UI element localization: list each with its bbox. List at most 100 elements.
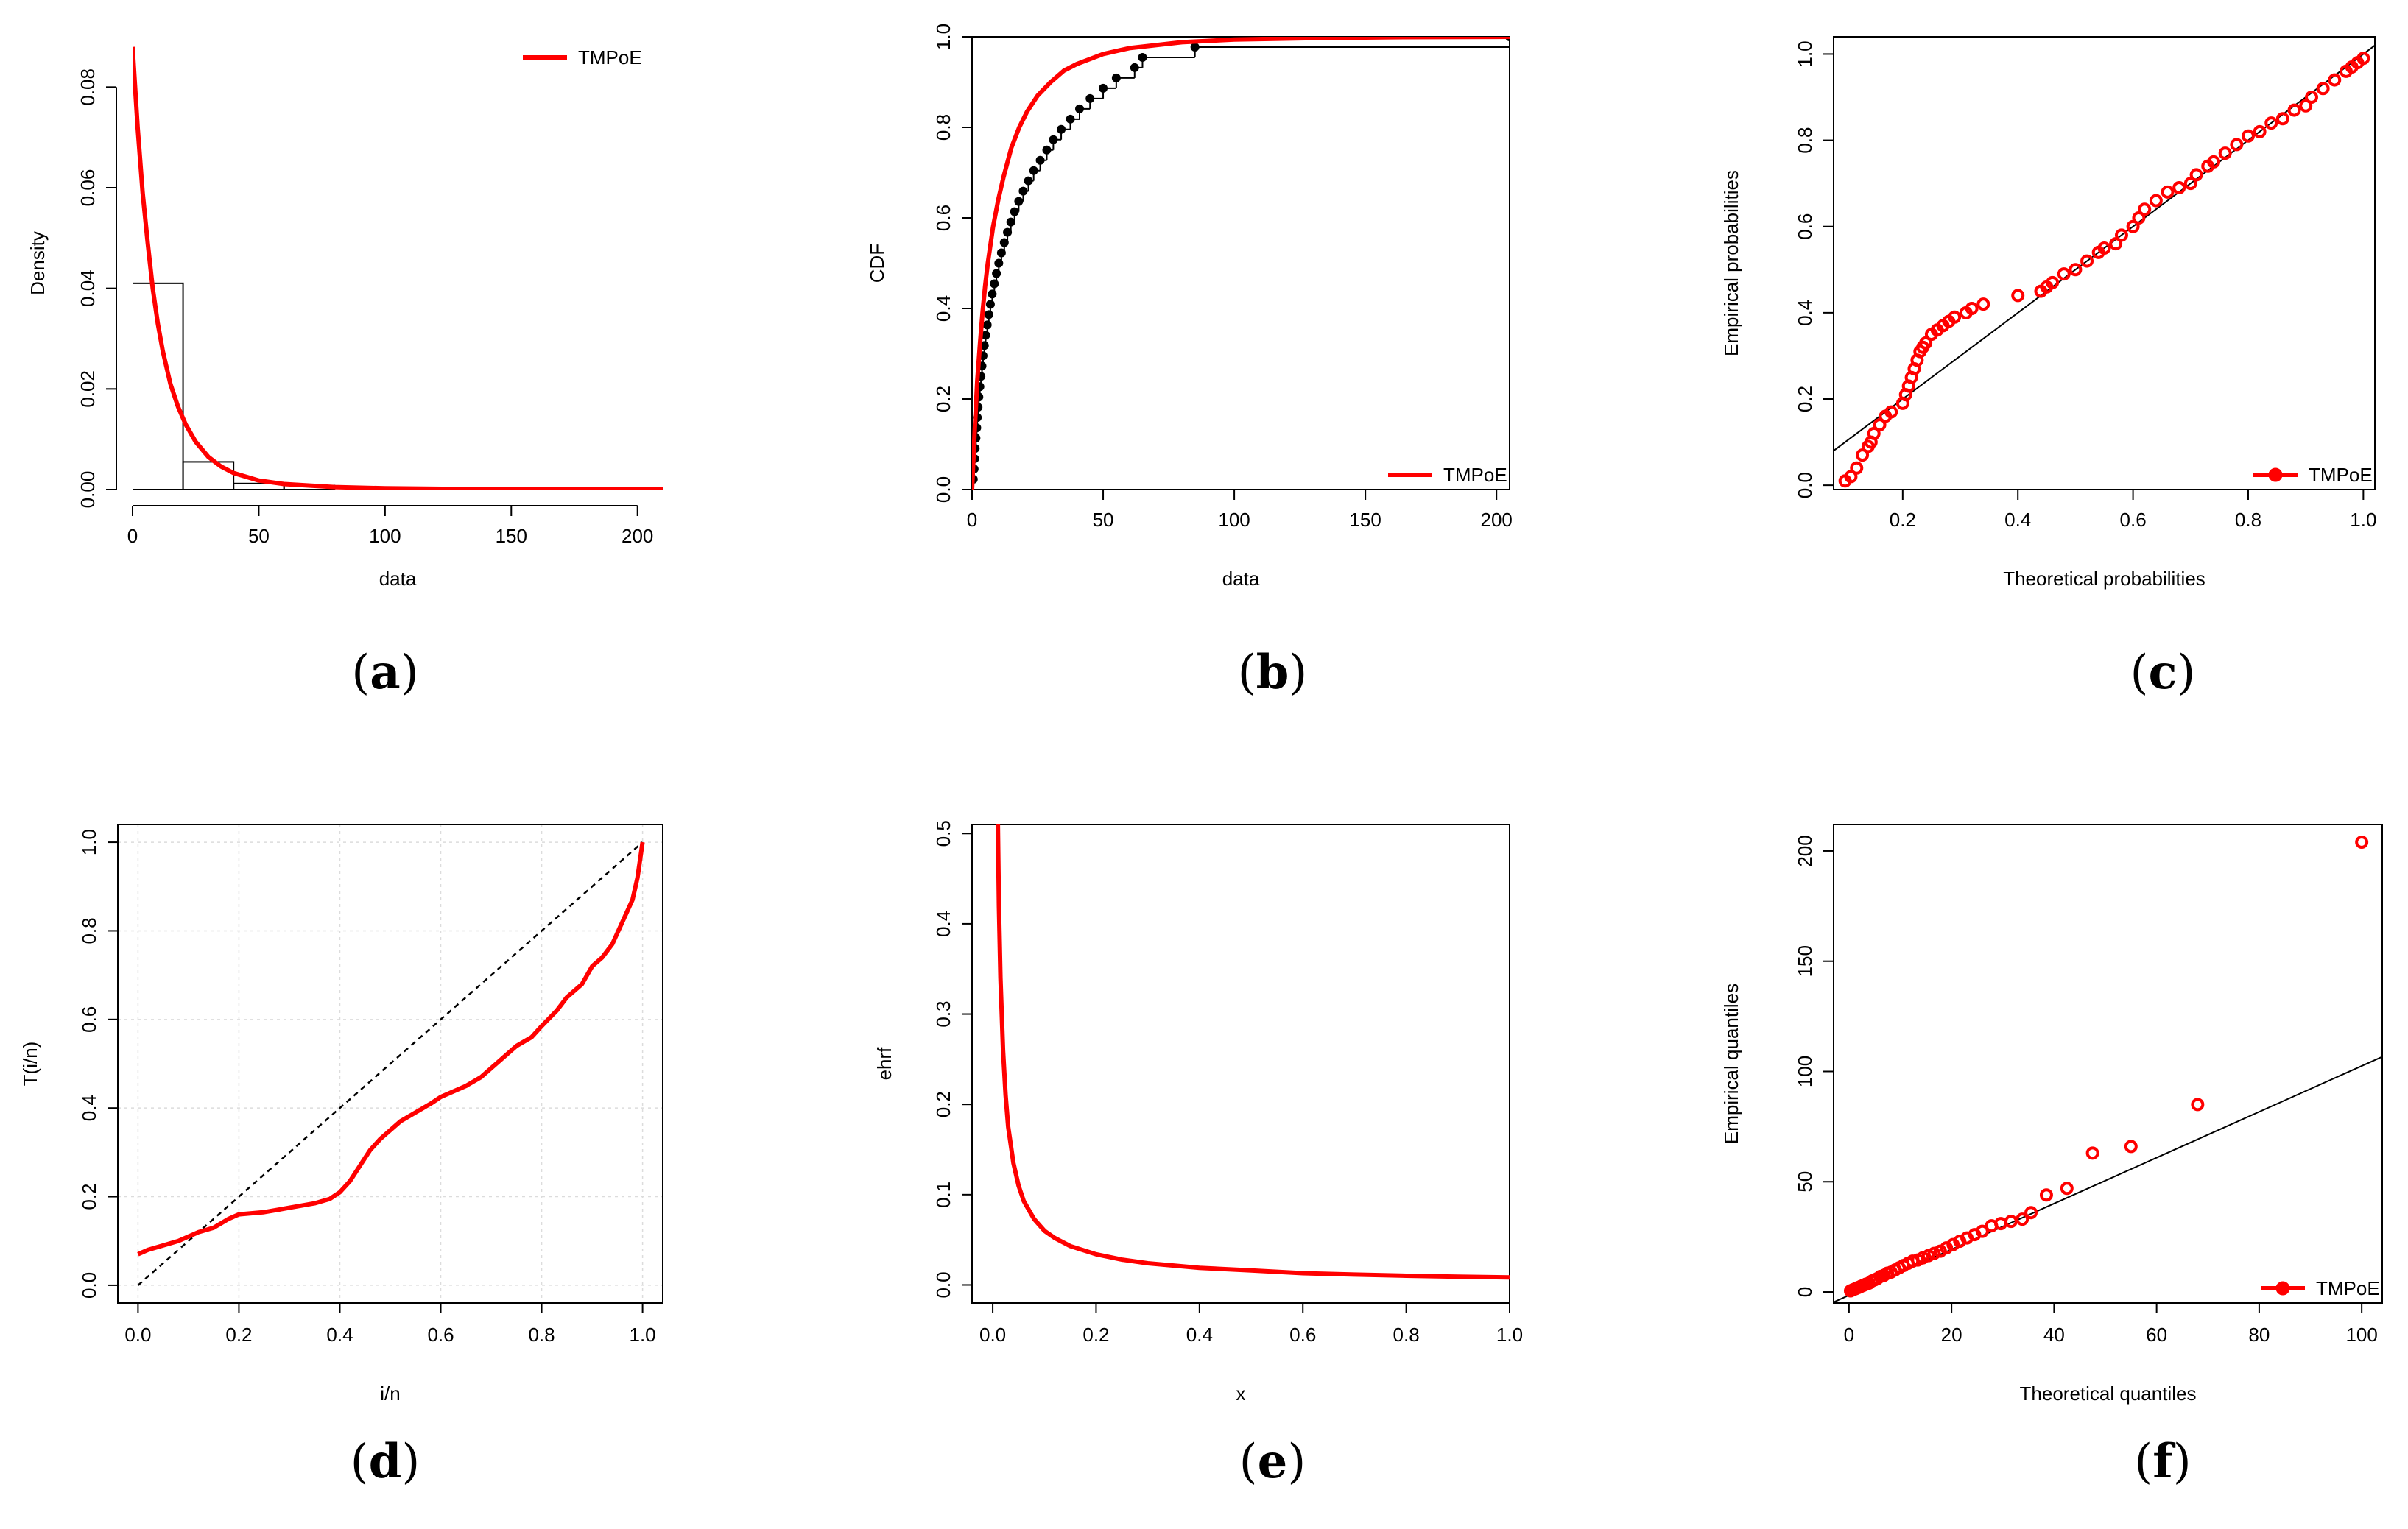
y-tick-label: 100: [1794, 1056, 1816, 1087]
ecdf-point: [990, 279, 999, 289]
panel-c-pp-plot: 0.2 0.4 0.6 0.8 1.0 0.0 0.2 0.4 0.6 0.8 1.0 Theoret…: [1720, 36, 2376, 700]
data-point: [2172, 181, 2186, 194]
y-tick-label: 0.1: [932, 1182, 954, 1208]
ecdf-point: [984, 310, 993, 319]
ecdf-point: [1010, 207, 1019, 216]
y-tick-label: 0.4: [932, 911, 954, 937]
x-tick-label: 60: [2146, 1324, 2167, 1346]
ecdf-point: [1014, 197, 1024, 206]
data-point: [2057, 267, 2071, 281]
diagonal-reference-line: [137, 841, 644, 1286]
y-axis-title: CDF: [866, 244, 888, 283]
x-tick-label: 0.2: [225, 1324, 252, 1346]
panel-caption: (b): [1238, 645, 1308, 700]
data-point: [2328, 73, 2342, 87]
data-point: [2024, 1206, 2038, 1220]
legend: TMPoE: [523, 46, 642, 68]
data-point: [1965, 302, 1979, 315]
data-point: [1850, 461, 1864, 475]
ecdf-point: [1018, 186, 1028, 196]
data-point: [2287, 103, 2301, 117]
ecdf-point: [1099, 83, 1108, 93]
x-tick-label: 80: [2248, 1324, 2270, 1346]
x-tick-label: 1.0: [2350, 509, 2376, 531]
y-tick-label: 0.5: [932, 820, 954, 847]
x-tick-label: 0.4: [1186, 1324, 1213, 1346]
ecdf-point: [1190, 42, 1200, 52]
panel-caption: (f): [2134, 1434, 2191, 1489]
y-tick-label: 0.0: [932, 1271, 954, 1298]
x-tick-label: 0.6: [427, 1324, 454, 1346]
panel-caption: (d): [351, 1434, 420, 1489]
x-tick-label: 0: [1844, 1324, 1854, 1346]
data-point: [2207, 155, 2221, 169]
ecdf-point: [1138, 52, 1147, 62]
panel-caption: (c): [2130, 645, 2196, 700]
x-axis-title: data: [379, 568, 417, 590]
ecdf-point: [992, 269, 1001, 278]
ecdf-point: [1057, 124, 1066, 134]
data-point: [2161, 185, 2175, 199]
data-point: [2356, 52, 2370, 66]
panel-caption-letter: e: [1258, 1434, 1288, 1489]
data-point: [1940, 1241, 1954, 1255]
x-tick-label: 0.4: [2004, 509, 2031, 531]
legend-label: TMPoE: [2316, 1277, 2380, 1299]
data-point: [2275, 112, 2289, 126]
y-tick-label: 0.3: [932, 1000, 954, 1027]
data-point: [1856, 448, 1870, 462]
y-tick-label: 0: [1794, 1287, 1816, 1297]
y-tick-label: 0.6: [932, 205, 954, 231]
data-point: [2039, 1188, 2053, 1202]
data-point: [1976, 297, 1990, 311]
plot-frame: [1833, 824, 2383, 1304]
panel-caption-letter: c: [2149, 645, 2178, 700]
y-axis-title: Empirical probabilities: [1720, 170, 1742, 356]
panel-caption-letter: a: [370, 645, 400, 700]
plot-frame: [971, 36, 1510, 490]
x-tick-label: 1.0: [630, 1324, 656, 1346]
x-axis-title: x: [1236, 1383, 1246, 1405]
data-point: [2218, 146, 2232, 160]
data-point: [2299, 99, 2313, 113]
panel-d-ttt-plot: 0.0 0.2 0.4 0.6 0.8 1.0 0.0 0.2 0.4 0.6 0.8 1.0 i/n T…: [19, 824, 663, 1489]
x-tick-label: 0.0: [979, 1324, 1006, 1346]
ecdf-point: [988, 289, 997, 299]
legend-label: TMPoE: [2309, 464, 2373, 486]
data-point: [1919, 336, 1933, 350]
ecdf-point: [1111, 73, 1121, 82]
y-tick-label: 0.2: [78, 1183, 100, 1210]
data-point: [2189, 168, 2203, 182]
legend-label: TMPoE: [1443, 464, 1507, 486]
x-tick-label: 0.0: [124, 1324, 151, 1346]
y-tick-label: 0.4: [78, 1095, 100, 1121]
x-axis-title: i/n: [380, 1383, 400, 1405]
ecdf-point: [999, 238, 1009, 247]
y-tick-label: 50: [1794, 1171, 1816, 1193]
y-axis-title: T(i/n): [19, 1042, 41, 1087]
y-tick-label: 1.0: [1794, 40, 1816, 67]
x-tick-label: 0: [127, 525, 138, 547]
data-point: [2126, 219, 2140, 233]
x-tick-label: 100: [1218, 509, 1250, 531]
data-point: [2264, 116, 2278, 130]
legend: TMPoE: [2261, 1277, 2380, 1299]
data-point: [1948, 310, 1962, 324]
ecdf-point: [982, 320, 992, 330]
data-point: [2316, 82, 2330, 96]
data-point: [2149, 194, 2163, 208]
ecdf-point: [1003, 227, 1013, 237]
plot-frame: [971, 824, 1510, 1304]
ecdf-point: [1006, 217, 1015, 227]
data-point: [2080, 254, 2094, 268]
x-tick-label: 20: [1941, 1324, 1962, 1346]
y-tick-label: 0.8: [1794, 127, 1816, 153]
y-tick-label: 0.0: [78, 1272, 100, 1299]
panel-e-hazard-plot: 0.0 0.2 0.4 0.6 0.8 1.0 0.0 0.1 0.2 0.3 0.4 0.5 x ehr…: [873, 820, 1523, 1489]
legend-marker-swatch: [2275, 1281, 2290, 1296]
x-tick-label: 150: [1349, 509, 1381, 531]
data-point: [1884, 405, 1898, 419]
x-tick-label: 100: [369, 525, 401, 547]
data-point: [2046, 275, 2060, 289]
